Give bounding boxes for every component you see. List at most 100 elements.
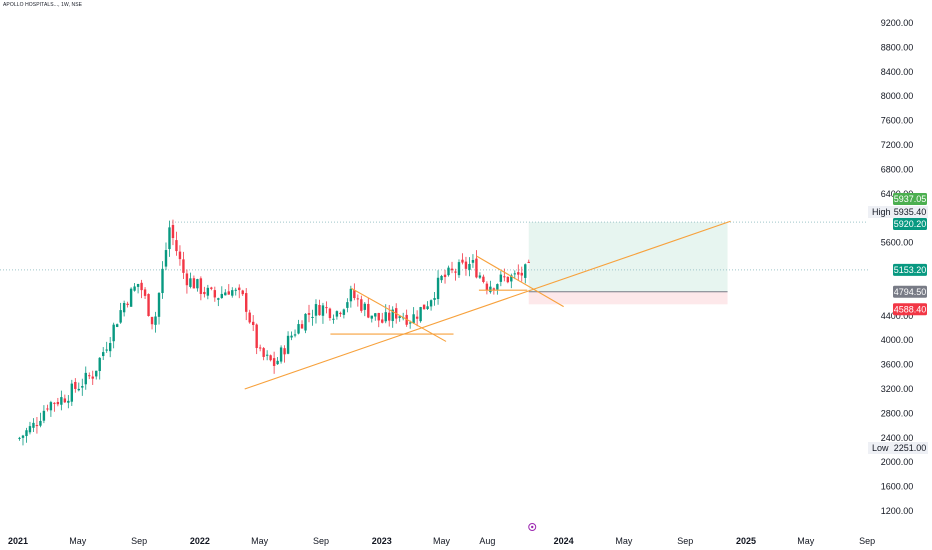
candle-body — [28, 426, 32, 433]
candle-body — [283, 348, 286, 355]
candle — [286, 331, 290, 355]
candle — [136, 283, 140, 294]
x-tick-label: 2023 — [372, 536, 392, 546]
candle-body — [122, 303, 126, 313]
candle-body — [426, 306, 429, 309]
candle-body — [143, 289, 147, 296]
tag-high-label: High — [872, 207, 891, 217]
candle — [321, 302, 325, 324]
candle — [377, 312, 380, 328]
candle-body — [227, 291, 230, 295]
local-resistance-line[interactable] — [476, 255, 564, 308]
candle-body — [255, 324, 258, 349]
candle — [255, 323, 258, 355]
candle-body — [304, 313, 307, 331]
candle-body — [415, 316, 419, 319]
candle — [520, 266, 523, 282]
candle — [81, 378, 84, 396]
tag-entry-text: 4794.50 — [894, 287, 927, 297]
candle-body — [60, 397, 63, 405]
candle-body — [419, 307, 422, 322]
candle — [122, 300, 126, 317]
candle-body — [461, 259, 464, 263]
candle-body — [248, 312, 251, 323]
candle — [245, 288, 248, 321]
tag-5920: 5920.20 — [893, 218, 927, 230]
y-tick-label: 2000.00 — [881, 457, 914, 467]
candle — [105, 341, 108, 353]
y-tick-label: 9200.00 — [881, 18, 914, 28]
candle-body — [443, 274, 447, 278]
candle — [360, 295, 363, 313]
candle-body — [454, 271, 457, 273]
candle — [471, 254, 475, 268]
candle — [140, 279, 143, 299]
candle — [335, 310, 339, 320]
candle — [349, 285, 353, 308]
candle — [265, 350, 269, 361]
candle — [196, 278, 199, 292]
candle-body — [527, 261, 530, 263]
candle — [328, 307, 332, 321]
tag-5920-text: 5920.20 — [894, 219, 927, 229]
candle — [398, 315, 401, 322]
candle-body — [328, 308, 332, 319]
candle-body — [32, 422, 35, 428]
candle — [182, 251, 185, 280]
candle — [84, 366, 87, 390]
candle — [18, 436, 21, 441]
candle — [461, 253, 464, 265]
candle-body — [164, 250, 168, 267]
candle — [279, 345, 283, 364]
candle-body — [84, 372, 87, 385]
falling-wedge-upper-line[interactable] — [351, 287, 447, 342]
candle-body — [133, 286, 136, 291]
candle — [300, 320, 304, 329]
candle-body — [126, 303, 129, 306]
candle — [98, 357, 101, 380]
candle — [203, 286, 206, 298]
candle-body — [258, 347, 262, 349]
candle-body — [182, 259, 185, 273]
candle — [342, 308, 346, 319]
candle-body — [220, 293, 224, 298]
candle — [251, 315, 255, 332]
candle — [492, 287, 496, 295]
candle — [126, 301, 129, 308]
y-tick-label: 2400.00 — [881, 433, 914, 443]
candle — [210, 286, 213, 291]
candle-body — [429, 300, 433, 307]
candle-body — [286, 335, 290, 354]
candle — [46, 404, 49, 412]
candle — [506, 276, 510, 284]
candle — [227, 284, 230, 295]
candle-body — [56, 401, 60, 405]
candle — [443, 269, 447, 284]
candle — [133, 283, 136, 292]
x-tick-label: Aug — [479, 536, 495, 546]
candle-body — [168, 227, 171, 250]
candle — [21, 434, 25, 446]
candle-body — [408, 322, 412, 324]
candle-body — [468, 263, 471, 270]
candle-body — [53, 402, 56, 404]
candle-body — [269, 355, 272, 361]
candle-body — [157, 293, 161, 317]
candle-body — [513, 273, 516, 275]
candle-body — [332, 318, 335, 320]
candle-body — [276, 360, 279, 365]
candle-body — [374, 313, 377, 317]
candle-body — [265, 354, 269, 356]
candle-body — [290, 335, 293, 338]
candle — [304, 313, 307, 334]
x-tick-label: Sep — [131, 536, 147, 546]
candle — [367, 297, 370, 319]
candle — [112, 322, 115, 349]
candle-body — [217, 298, 220, 300]
symbol-title: APOLLO HOSPITALS..., 1W, NSE — [3, 2, 83, 8]
long-uptrend-line[interactable] — [244, 220, 731, 390]
candle — [475, 250, 478, 279]
x-tick-label: 2022 — [190, 536, 210, 546]
